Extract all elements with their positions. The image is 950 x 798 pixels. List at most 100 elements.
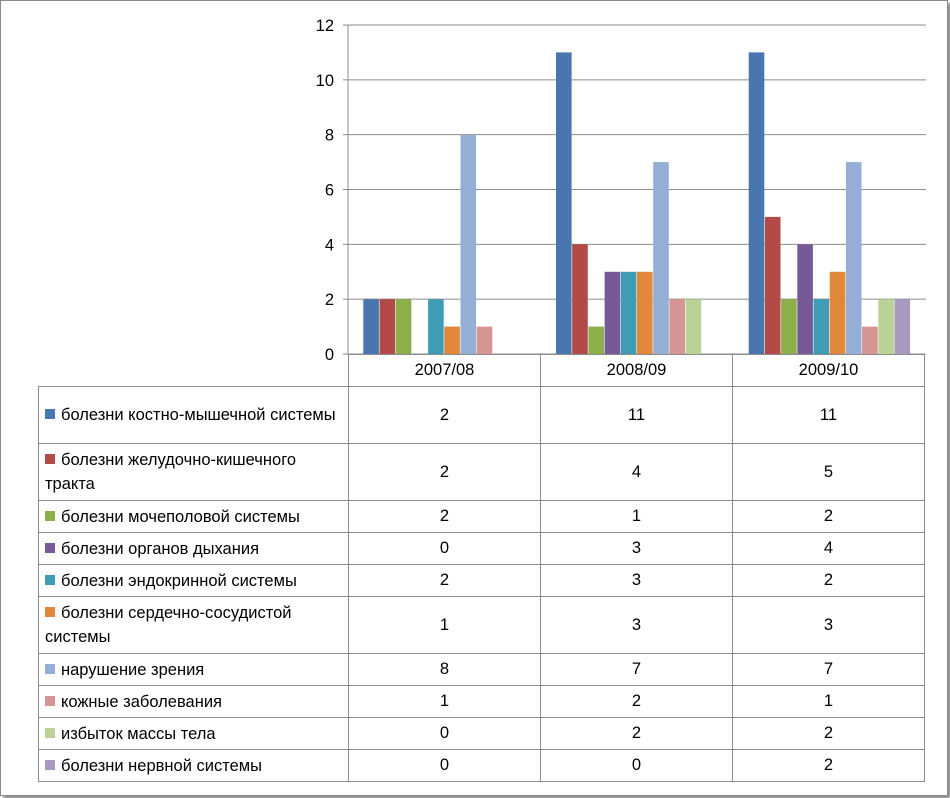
- data-value-cell: 7: [732, 653, 925, 686]
- bar: [556, 52, 572, 355]
- bar: [604, 271, 621, 355]
- data-value-cell: 0: [348, 717, 541, 750]
- bar: [588, 326, 604, 354]
- bar: [637, 271, 653, 355]
- category-label: 2009/10: [732, 354, 925, 387]
- data-value-cell: 4: [732, 532, 925, 565]
- bar: [395, 299, 412, 354]
- data-value-cell: 0: [348, 749, 541, 782]
- y-tick-label: 8: [325, 127, 334, 145]
- bar: [620, 271, 637, 355]
- legend-swatch: [45, 663, 55, 674]
- data-value-cell: 2: [732, 564, 925, 597]
- table-row: болезни сердечно-сосудистой системы 1 3 3: [38, 596, 925, 654]
- data-value-cell: 1: [348, 596, 541, 654]
- bar: [669, 299, 685, 354]
- bar: [813, 299, 830, 354]
- data-value-cell: 2: [732, 749, 925, 782]
- data-value-cell: 3: [540, 596, 733, 654]
- series-label-cell: болезни нервной системы: [38, 749, 349, 782]
- bar: [685, 299, 702, 354]
- data-value-cell: 3: [540, 532, 733, 565]
- series-label-cell: болезни органов дыхания: [38, 532, 349, 565]
- data-value-cell: 2: [732, 717, 925, 750]
- series-name: болезни нервной системы: [61, 756, 262, 775]
- legend-swatch: [45, 574, 55, 585]
- series-name: болезни костно-мышечной системы: [61, 406, 336, 424]
- table-row: нарушение зрения 8 7 7: [38, 653, 925, 686]
- data-value-cell: 3: [540, 564, 733, 597]
- series-label-cell: болезни желудочно-кишечного тракта: [38, 443, 349, 501]
- legend-swatch: [45, 454, 55, 464]
- table-row: избыток массы тела 0 2 2: [38, 717, 925, 750]
- legend-swatch: [45, 510, 55, 521]
- bar: [845, 162, 862, 354]
- data-value-cell: 8: [348, 653, 541, 686]
- data-value-cell: 11: [732, 386, 925, 444]
- table-header-row: 2007/08 2008/09 2009/10: [38, 354, 925, 387]
- bar: [653, 162, 669, 354]
- table-row: болезни органов дыхания 0 3 4: [38, 532, 925, 565]
- series-name: болезни желудочно-кишечного тракта: [45, 451, 297, 493]
- series-label-cell: болезни сердечно-сосудистой системы: [38, 596, 349, 654]
- table-row: болезни костно-мышечной системы 2 11 11: [38, 386, 925, 444]
- bar: [862, 326, 878, 354]
- data-value-cell: 2: [348, 564, 541, 597]
- data-value-cell: 0: [540, 749, 733, 782]
- bars: [363, 52, 911, 355]
- data-value-cell: 7: [540, 653, 733, 686]
- data-value-cell: 2: [540, 717, 733, 750]
- bar: [878, 299, 894, 354]
- table-row: болезни нервной системы 0 0 2: [38, 749, 925, 782]
- data-value-cell: 3: [732, 596, 925, 654]
- bar: [460, 134, 477, 354]
- bar: [894, 299, 911, 354]
- table-row: болезни мочеполовой системы 2 1 2: [38, 500, 925, 533]
- legend-swatch: [45, 695, 55, 706]
- series-name: избыток массы тела: [61, 724, 216, 743]
- bar: [829, 271, 846, 355]
- legend-swatch: [45, 727, 55, 738]
- data-value-cell: 11: [540, 386, 733, 444]
- data-value-cell: 1: [540, 500, 733, 533]
- data-value-cell: 1: [732, 685, 925, 718]
- bar: [444, 326, 460, 354]
- data-value-cell: 4: [540, 443, 733, 501]
- data-value-cell: 0: [348, 532, 541, 565]
- legend-swatch: [45, 542, 55, 553]
- series-name: болезни мочеполовой системы: [61, 507, 300, 526]
- bar: [781, 299, 797, 354]
- series-label-cell: избыток массы тела: [38, 717, 349, 750]
- data-table: 2007/08 2008/09 2009/10 болезни костно-м…: [38, 354, 925, 782]
- legend-swatch: [45, 409, 55, 419]
- legend-swatch: [45, 759, 55, 770]
- data-value-cell: 2: [348, 443, 541, 501]
- bar: [363, 299, 379, 354]
- y-tick-label: 4: [325, 236, 334, 254]
- series-name: болезни сердечно-сосудистой системы: [45, 604, 292, 646]
- series-label-cell: кожные заболевания: [38, 685, 349, 718]
- bar: [379, 299, 396, 354]
- legend-swatch: [45, 607, 55, 617]
- category-label: 2008/09: [540, 354, 733, 387]
- series-label-cell: болезни эндокринной системы: [38, 564, 349, 597]
- bar: [428, 299, 444, 354]
- data-value-cell: 2: [348, 386, 541, 444]
- series-label-cell: болезни мочеполовой системы: [38, 500, 349, 533]
- bar: [476, 326, 493, 354]
- data-value-cell: 1: [348, 685, 541, 718]
- y-tick-label: 10: [316, 72, 334, 90]
- category-label: 2007/08: [348, 354, 541, 387]
- data-value-cell: 5: [732, 443, 925, 501]
- bar: [797, 244, 813, 354]
- y-tick-label: 6: [325, 182, 334, 200]
- data-value-cell: 2: [540, 685, 733, 718]
- data-value-cell: 2: [348, 500, 541, 533]
- table-row: болезни желудочно-кишечного тракта 2 4 5: [38, 443, 925, 501]
- series-name: болезни органов дыхания: [61, 539, 259, 558]
- table-row: болезни эндокринной системы 2 3 2: [38, 564, 925, 597]
- series-name: нарушение зрения: [61, 660, 205, 679]
- y-tick-label: 12: [316, 17, 334, 35]
- y-tick-label: 2: [325, 291, 334, 309]
